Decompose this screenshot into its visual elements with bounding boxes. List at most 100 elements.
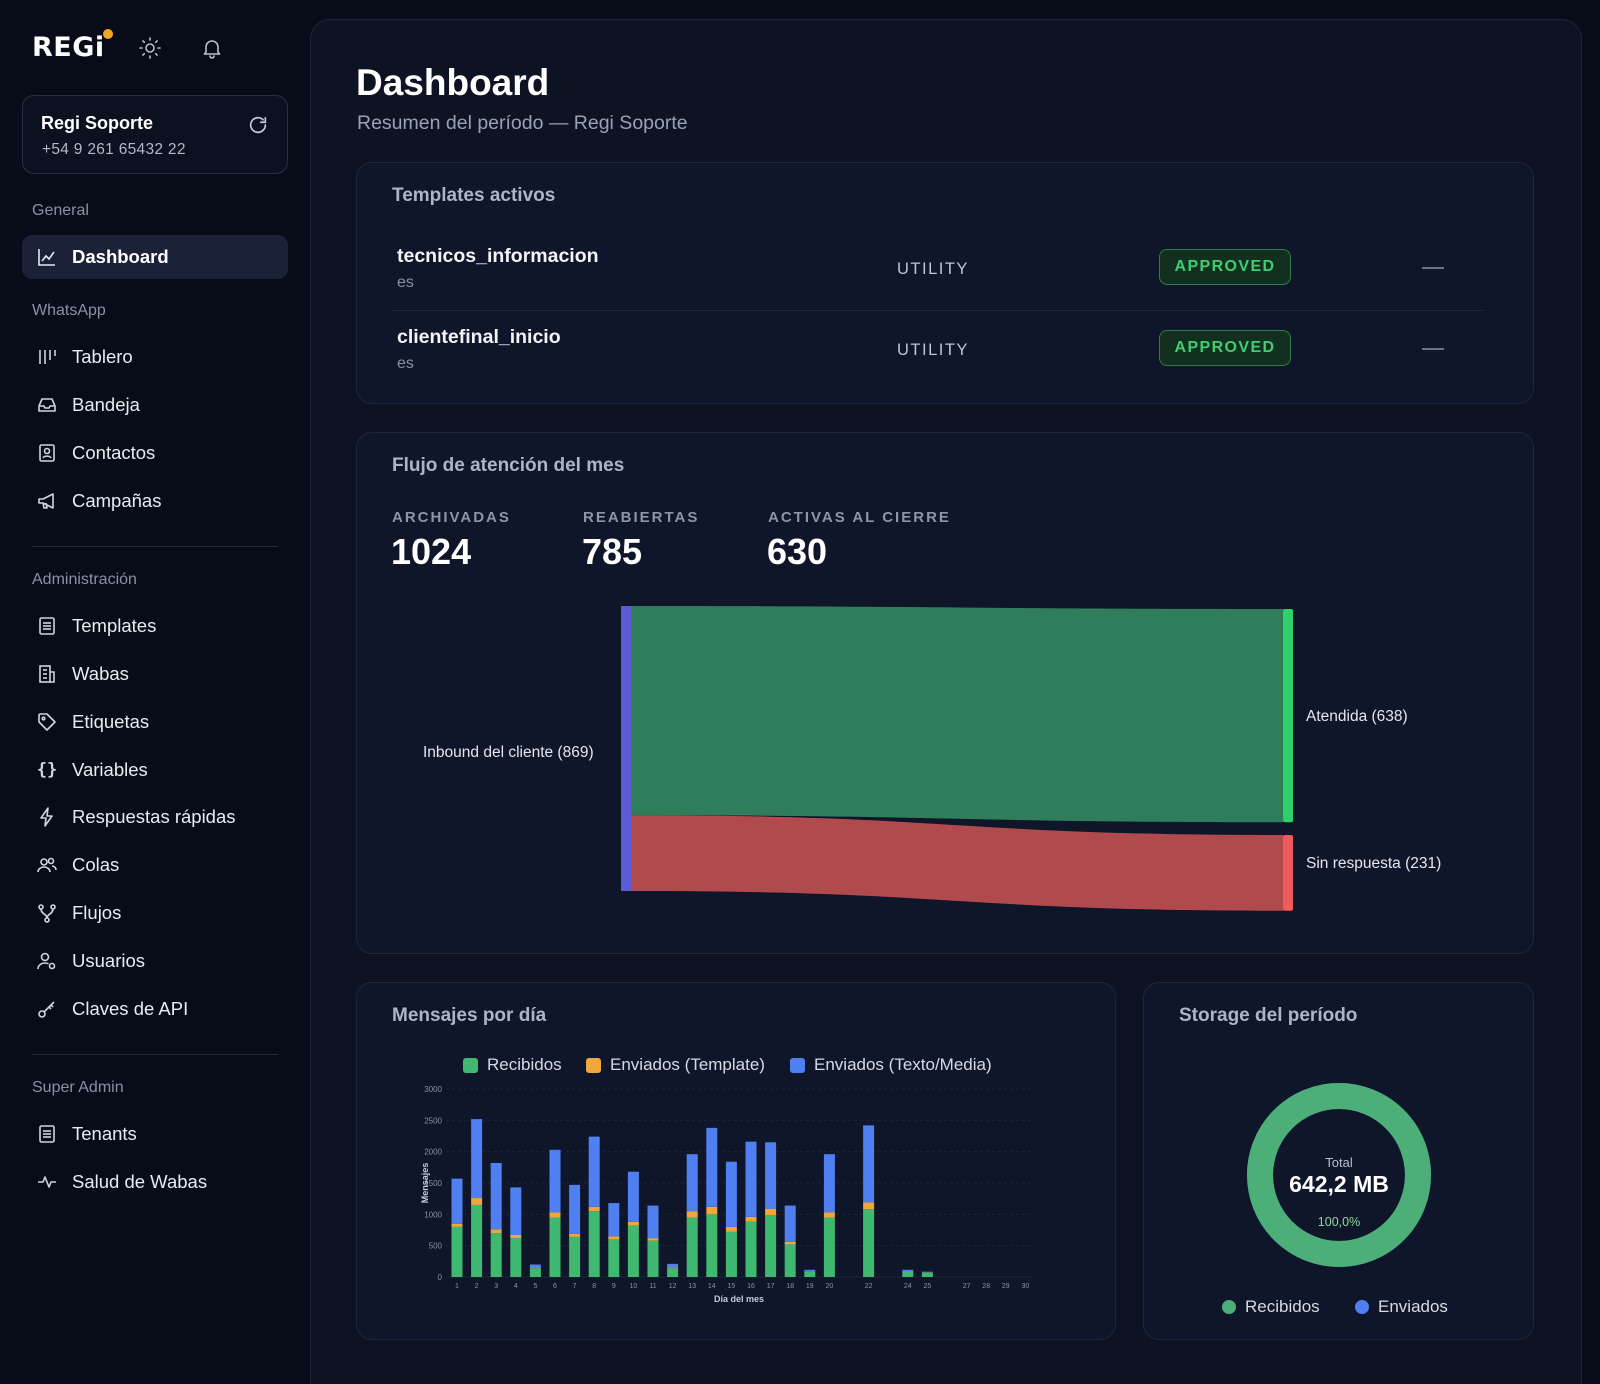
x-tick-label: 11 [649,1283,656,1290]
sidebar-item-tablero[interactable]: Tablero [22,335,288,379]
sankey-target-a-label: Atendida (638) [1306,708,1408,725]
sidebar-item-label: Tenants [72,1123,137,1144]
bar-segment [863,1202,875,1210]
bar-segment [823,1154,835,1213]
divider [32,1054,278,1055]
x-tick-label: 25 [924,1283,932,1290]
donut-ring-recibidos [1247,1083,1431,1267]
kpi-label: ARCHIVADAS [392,509,511,526]
bar-segment [745,1216,757,1222]
logo[interactable]: REGi [32,29,113,63]
sidebar-item-usuarios[interactable]: Usuarios [22,939,288,983]
legend-item[interactable]: Enviados (Template) [586,1055,765,1075]
table-row[interactable]: tecnicos_informacion es UTILITY APPROVED [392,231,1484,311]
x-tick-label: 22 [865,1283,873,1290]
card-title: Flujo de atención del mes [392,455,625,476]
sidebar-item-dashboard[interactable]: Dashboard [22,235,288,279]
sidebar-item-claves[interactable]: Claves de API [22,987,288,1031]
y-tick-label: 1000 [424,1210,442,1219]
key-icon [36,998,58,1020]
sankey-link-atendida [631,606,1283,823]
bar-segment [784,1241,796,1245]
sidebar-item-label: Etiquetas [72,711,150,732]
sidebar-item-bandeja[interactable]: Bandeja [22,383,288,427]
account-card[interactable]: Regi Soporte +54 9 261 65432 22 [22,95,288,174]
document-icon [36,1123,58,1145]
bar-segment [686,1154,698,1212]
legend-item[interactable]: Recibidos [463,1055,562,1075]
bar-segment [745,1141,757,1217]
bar-segment [804,1269,816,1272]
sidebar-item-respuestas[interactable]: Respuestas rápidas [22,795,288,839]
bar-segment [588,1211,600,1277]
legend-label: Recibidos [1245,1297,1320,1316]
sidebar-item-etiquetas[interactable]: Etiquetas [22,700,288,744]
table-row[interactable]: clientefinal_inicio es UTILITY APPROVED [392,312,1484,392]
page-title: Dashboard [356,62,550,103]
x-tick-label: 4 [514,1283,518,1290]
sidebar-item-label: Contactos [72,442,156,463]
sankey-source-label: Inbound del cliente (869) [423,744,594,761]
template-name: tecnicos_informacion [397,245,599,267]
sidebar-item-templates[interactable]: Templates [22,604,288,648]
sidebar-item-label: Bandeja [72,394,140,415]
y-axis-label: Mensajes [420,1163,430,1204]
sidebar-item-flujos[interactable]: Flujos [22,891,288,935]
flow-card: Flujo de atención del mes ARCHIVADAS 102… [356,432,1534,954]
section-super: Super Admin [32,1079,124,1096]
bar-segment [902,1271,914,1277]
bar-segment [784,1205,796,1242]
bell-icon[interactable] [198,34,226,62]
legend-label: Enviados (Texto/Media) [814,1055,992,1074]
sidebar-item-label: Claves de API [72,998,189,1019]
x-tick-label: 3 [494,1283,498,1290]
bar-segment [569,1233,581,1237]
sidebar-item-wabas[interactable]: Wabas [22,652,288,696]
refresh-icon[interactable] [247,114,269,136]
bar-segment [529,1264,541,1268]
legend-item[interactable]: Recibidos [1222,1297,1320,1317]
card-title: Templates activos [392,185,556,206]
x-tick-label: 12 [669,1283,677,1290]
bar-segment [451,1226,463,1277]
bar-segment [902,1269,914,1272]
legend-item[interactable]: Enviados [1355,1297,1448,1317]
users-icon [36,854,58,876]
section-whatsapp: WhatsApp [32,302,106,319]
sun-icon[interactable] [136,34,164,62]
status-badge: APPROVED [1159,249,1291,285]
sidebar-item-contactos[interactable]: Contactos [22,431,288,475]
sankey-node-atendida [1283,609,1293,823]
x-tick-label: 5 [533,1283,537,1290]
kpi-value: 630 [767,531,828,572]
lightning-icon [36,806,58,828]
bar-segment [765,1142,777,1209]
main-panel: Dashboard Resumen del período — Regi Sop… [310,19,1582,1384]
x-axis-label: Día del mes [714,1294,764,1304]
bar-segment [510,1187,522,1236]
sidebar-item-campanas[interactable]: Campañas [22,479,288,523]
template-category: UTILITY [897,341,969,359]
bar-segment [667,1268,679,1277]
bar-segment [706,1206,718,1215]
legend-item[interactable]: Enviados (Texto/Media) [790,1055,992,1075]
sidebar-item-colas[interactable]: Colas [22,843,288,887]
bar-segment [627,1221,639,1226]
template-category: UTILITY [897,260,969,278]
tag-icon [36,711,58,733]
x-tick-label: 17 [767,1283,775,1290]
card-title: Storage del período [1179,1005,1358,1026]
sidebar-item-label: Dashboard [72,246,169,267]
sidebar-item-variables[interactable]: {} Variables [22,748,288,792]
bar-segment [549,1149,561,1213]
sidebar-item-salud[interactable]: Salud de Wabas [22,1160,288,1204]
account-phone: +54 9 261 65432 22 [42,141,186,158]
braces-icon: {} [36,760,58,780]
bar-segment [667,1263,679,1268]
legend-dot-recibidos [1222,1300,1236,1314]
bar-segment [725,1226,737,1232]
brand[interactable]: REGi [32,29,113,63]
x-tick-label: 30 [1022,1283,1030,1290]
sidebar-item-tenants[interactable]: Tenants [22,1112,288,1156]
